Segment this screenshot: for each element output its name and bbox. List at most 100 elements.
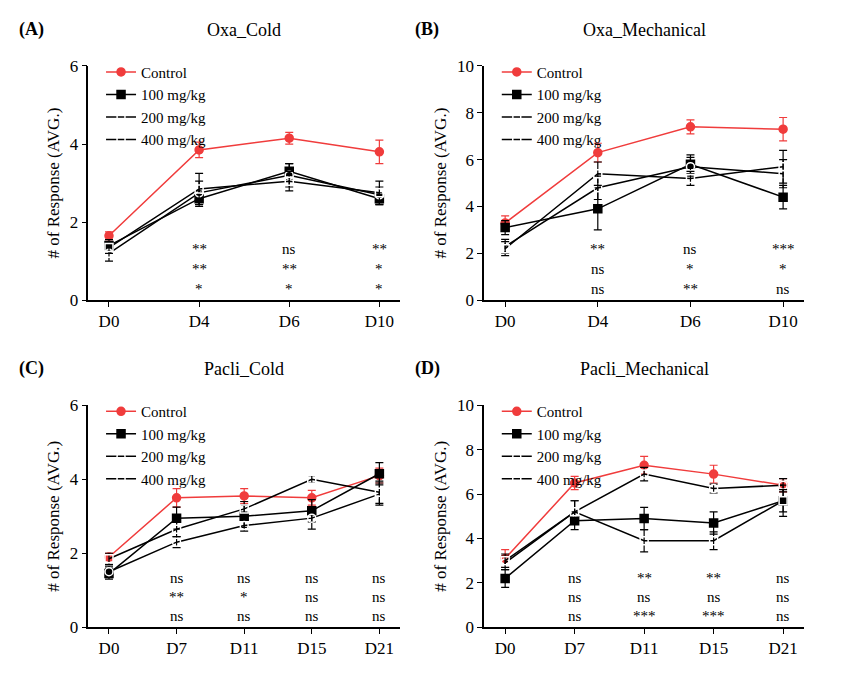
svg-text:**: ** (282, 261, 297, 277)
svg-text:6: 6 (466, 485, 475, 504)
svg-text:*: * (686, 261, 694, 277)
svg-text:10: 10 (457, 57, 474, 76)
svg-text:D4: D4 (587, 312, 608, 331)
svg-text:D0: D0 (99, 312, 120, 331)
svg-text:400 mg/kg: 400 mg/kg (537, 132, 602, 148)
svg-text:4: 4 (70, 135, 79, 154)
svg-text:ns: ns (282, 241, 296, 257)
svg-text:100 mg/kg: 100 mg/kg (537, 87, 602, 103)
svg-text:8: 8 (466, 104, 475, 123)
svg-text:# of Response (AVG.): # of Response (AVG.) (431, 441, 450, 592)
svg-text:D7: D7 (564, 639, 585, 658)
svg-text:D0: D0 (99, 639, 120, 658)
svg-text:# of Response (AVG.): # of Response (AVG.) (44, 108, 63, 259)
svg-text:10: 10 (457, 396, 474, 415)
svg-text:D6: D6 (680, 312, 701, 331)
svg-text:100 mg/kg: 100 mg/kg (141, 87, 206, 103)
svg-text:ns: ns (707, 589, 721, 605)
svg-text:ns: ns (305, 570, 319, 586)
svg-text:*: * (375, 261, 383, 277)
svg-text:*: * (779, 261, 787, 277)
svg-text:ns: ns (776, 281, 790, 297)
svg-text:# of Response (AVG.): # of Response (AVG.) (44, 441, 63, 592)
svg-text:8: 8 (466, 441, 475, 460)
svg-text:D11: D11 (230, 639, 259, 658)
svg-text:D0: D0 (495, 639, 516, 658)
svg-text:400 mg/kg: 400 mg/kg (141, 472, 206, 488)
svg-text:100 mg/kg: 100 mg/kg (141, 427, 206, 443)
svg-text:Pacli_Cold: Pacli_Cold (204, 359, 284, 379)
svg-text:*: * (375, 281, 383, 297)
svg-text:D4: D4 (189, 312, 210, 331)
svg-text:6: 6 (70, 396, 79, 415)
svg-text:(D): (D) (415, 358, 440, 379)
svg-text:400 mg/kg: 400 mg/kg (537, 472, 602, 488)
svg-text:*: * (195, 281, 203, 297)
svg-text:2: 2 (70, 544, 79, 563)
svg-text:**: ** (706, 570, 721, 586)
svg-text:0: 0 (466, 618, 475, 637)
svg-text:200 mg/kg: 200 mg/kg (141, 110, 206, 126)
svg-text:**: ** (192, 241, 207, 257)
svg-text:**: ** (192, 261, 207, 277)
svg-text:ns: ns (776, 608, 790, 624)
svg-text:**: ** (637, 570, 652, 586)
svg-text:ns: ns (683, 241, 697, 257)
svg-text:ns: ns (170, 608, 184, 624)
svg-text:***: *** (772, 241, 795, 257)
svg-text:6: 6 (466, 151, 475, 170)
svg-text:ns: ns (372, 608, 386, 624)
svg-text:ns: ns (305, 589, 319, 605)
svg-text:D21: D21 (365, 639, 394, 658)
svg-text:**: ** (372, 241, 387, 257)
svg-text:ns: ns (776, 570, 790, 586)
svg-text:**: ** (683, 281, 698, 297)
svg-text:ns: ns (170, 570, 184, 586)
svg-text:(C): (C) (19, 358, 44, 379)
svg-text:D0: D0 (495, 312, 516, 331)
svg-text:**: ** (590, 241, 605, 257)
svg-text:*: * (240, 589, 248, 605)
svg-text:Control: Control (141, 65, 187, 81)
svg-text:6: 6 (70, 57, 79, 76)
svg-text:200 mg/kg: 200 mg/kg (141, 449, 206, 465)
svg-text:Pacli_Mechanical: Pacli_Mechanical (580, 359, 709, 379)
svg-text:0: 0 (70, 618, 79, 637)
svg-text:(B): (B) (415, 19, 439, 40)
svg-text:4: 4 (466, 197, 475, 216)
svg-text:D10: D10 (768, 312, 797, 331)
svg-text:0: 0 (466, 291, 475, 310)
svg-text:ns: ns (776, 589, 790, 605)
svg-text:2: 2 (70, 213, 79, 232)
svg-text:*: * (285, 281, 293, 297)
svg-text:ns: ns (372, 570, 386, 586)
svg-text:D15: D15 (297, 639, 326, 658)
svg-text:D7: D7 (166, 639, 187, 658)
svg-text:ns: ns (568, 570, 582, 586)
svg-text:D6: D6 (279, 312, 300, 331)
svg-text:2: 2 (466, 244, 475, 263)
svg-text:D11: D11 (630, 639, 659, 658)
svg-text:D15: D15 (699, 639, 728, 658)
svg-text:400 mg/kg: 400 mg/kg (141, 132, 206, 148)
svg-text:ns: ns (372, 589, 386, 605)
svg-text:ns: ns (591, 281, 605, 297)
svg-text:ns: ns (637, 589, 651, 605)
svg-text:ns: ns (237, 608, 251, 624)
svg-text:200 mg/kg: 200 mg/kg (537, 449, 602, 465)
svg-text:200 mg/kg: 200 mg/kg (537, 110, 602, 126)
svg-text:# of Response (AVG.): # of Response (AVG.) (431, 108, 450, 259)
svg-text:Oxa_Mechanical: Oxa_Mechanical (583, 20, 706, 40)
svg-text:Control: Control (537, 65, 583, 81)
svg-text:0: 0 (70, 291, 79, 310)
svg-text:4: 4 (70, 470, 79, 489)
svg-text:**: ** (169, 589, 184, 605)
svg-text:Oxa_Cold: Oxa_Cold (207, 20, 281, 40)
svg-text:D21: D21 (768, 639, 797, 658)
svg-text:Control: Control (537, 404, 583, 420)
svg-text:***: *** (702, 608, 725, 624)
svg-text:ns: ns (237, 570, 251, 586)
svg-text:ns: ns (568, 608, 582, 624)
svg-text:ns: ns (568, 589, 582, 605)
svg-text:D10: D10 (365, 312, 394, 331)
